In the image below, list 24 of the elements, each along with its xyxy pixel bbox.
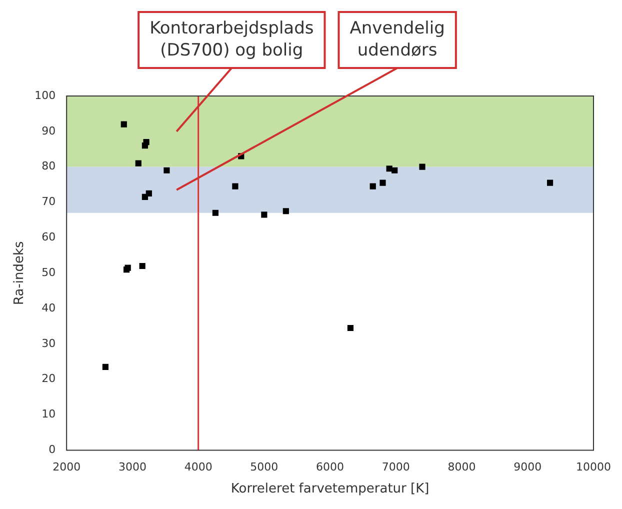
x-tick-label: 10000	[576, 460, 612, 474]
y-tick-label: 0	[48, 443, 56, 456]
x-tick-label: 3000	[118, 460, 146, 474]
y-tick-label: 10	[42, 408, 56, 421]
band-label: Anvendelig udendørs	[350, 18, 445, 60]
y-tick-label: 40	[42, 301, 56, 314]
x-tick-label: 4000	[184, 460, 212, 474]
y-tick-label: 80	[42, 160, 56, 173]
y-tick-label: 90	[42, 124, 56, 138]
x-tick-label: 2000	[52, 460, 81, 474]
x-tick-label: 8000	[448, 460, 476, 474]
y-tick-label: 70	[42, 195, 56, 208]
y-tick-label: 20	[42, 372, 56, 386]
y-axis-title: Ra-indeks	[12, 240, 28, 306]
x-tick-label: 5000	[250, 460, 278, 474]
x-tick-label: 9000	[514, 460, 542, 474]
y-tick-label: 100	[34, 88, 56, 102]
y-tick-label: 30	[42, 336, 56, 350]
x-axis-title: Korreleret farvetemperatur [K]	[230, 482, 430, 497]
y-tick-label: 60	[42, 230, 56, 244]
y-tick-label: 50	[42, 266, 56, 279]
band-label: Kontorarbejdsplads (DS700) og bolig	[150, 18, 314, 60]
x-tick-label: 7000	[382, 460, 410, 474]
x-tick-label: 6000	[316, 460, 344, 474]
